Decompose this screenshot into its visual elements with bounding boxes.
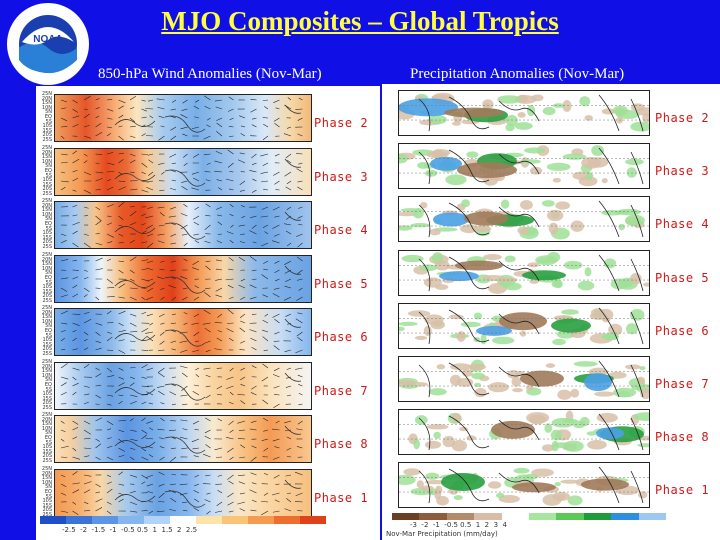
wind-phase-label: Phase 5 [314, 277, 369, 291]
precip-anomaly-map [398, 356, 650, 402]
precip-anomaly-map [398, 462, 650, 508]
precip-field [399, 251, 649, 294]
wind-colorbar [40, 516, 326, 524]
precip-anomaly-map [398, 250, 650, 296]
wind-anomaly-map [54, 148, 312, 196]
precip-phase-label: Phase 6 [655, 324, 710, 338]
noaa-logo: NOAA [7, 3, 89, 85]
wind-subtitle: 850-hPa Wind Anomalies (Nov-Mar) [98, 66, 322, 82]
wind-lat-labels: 25N 20N 15N 10N 5N EQ 5S 10S 15S 20S 25S [41, 91, 52, 143]
wind-anomaly-map [54, 255, 312, 303]
precip-anomaly-map [398, 303, 650, 349]
wind-lat-labels: 25N 20N 15N 10N 5N EQ 5S 10S 15S 20S 25S [41, 466, 52, 518]
wind-anomaly-map [54, 415, 312, 463]
precip-colorbar [392, 513, 667, 520]
wind-vectors [60, 363, 303, 409]
wind-lat-labels: 25N 20N 15N 10N 5N EQ 5S 10S 15S 20S 25S [41, 305, 52, 357]
wind-phase-label: Phase 3 [314, 170, 369, 184]
wind-phase-label: Phase 6 [314, 330, 369, 344]
precip-field [399, 359, 649, 400]
wind-phase-label: Phase 4 [314, 223, 369, 237]
wind-lat-labels: 25N 20N 15N 10N 5N EQ 5S 10S 15S 20S 25S [41, 198, 52, 250]
precip-phase-label: Phase 2 [655, 111, 710, 125]
precip-caption: Nov-Mar Precipitation (mm/day) [386, 530, 498, 538]
wind-lat-labels: 25N 20N 15N 10N 5N EQ 5S 10S 15S 20S 25S [41, 252, 52, 304]
wind-anomaly-map [54, 308, 312, 356]
wind-anomaly-map [54, 201, 312, 249]
wind-anomaly-map [54, 362, 312, 410]
wind-vectors [60, 417, 303, 462]
wind-vectors [60, 309, 303, 354]
precip-phase-label: Phase 3 [655, 164, 710, 178]
precip-field [399, 410, 649, 452]
precip-field [399, 199, 649, 240]
precip-field [399, 92, 649, 132]
wind-anomaly-map [54, 94, 312, 142]
precip-subtitle: Precipitation Anomalies (Nov-Mar) [410, 66, 625, 82]
precip-field [399, 307, 649, 346]
wind-anomaly-map [54, 469, 312, 517]
wind-lat-labels: 25N 20N 15N 10N 5N EQ 5S 10S 15S 20S 25S [41, 359, 52, 411]
precip-anomaly-map [398, 409, 650, 455]
precip-anomaly-map [398, 143, 650, 189]
precip-anomaly-map [398, 196, 650, 242]
wind-lat-labels: 25N 20N 15N 10N 5N EQ 5S 10S 15S 20S 25S [41, 412, 52, 464]
precip-field [399, 145, 649, 187]
precip-phase-label: Phase 5 [655, 271, 710, 285]
wind-vectors [60, 256, 303, 301]
precip-phase-label: Phase 8 [655, 430, 710, 444]
wind-phase-label: Phase 8 [314, 437, 369, 451]
precip-field [399, 466, 649, 506]
wind-vectors [60, 149, 303, 194]
precip-phase-label: Phase 1 [655, 483, 710, 497]
wind-colorbar-ticks: -2.5 -2 -1.5 -1 -0.5 0.5 1 1.5 2 2.5 [62, 526, 198, 534]
precip-phase-label: Phase 4 [655, 217, 710, 231]
wind-phase-label: Phase 1 [314, 491, 369, 505]
wind-lat-labels: 25N 20N 15N 10N 5N EQ 5S 10S 15S 20S 25S [41, 145, 52, 197]
wind-vectors [60, 95, 303, 141]
wind-vectors [60, 471, 303, 516]
page-title: MJO Composites – Global Tropics [161, 6, 559, 36]
logo-center-text: NOAA [33, 34, 62, 45]
wind-phase-label: Phase 2 [314, 116, 369, 130]
precip-phase-label: Phase 7 [655, 377, 710, 391]
wind-vectors [60, 202, 303, 248]
wind-phase-label: Phase 7 [314, 384, 369, 398]
precip-colorbar-ticks: -3 -2 -1 -0.5 0.5 1 2 3 4 [410, 521, 507, 529]
precip-anomaly-map [398, 90, 650, 136]
